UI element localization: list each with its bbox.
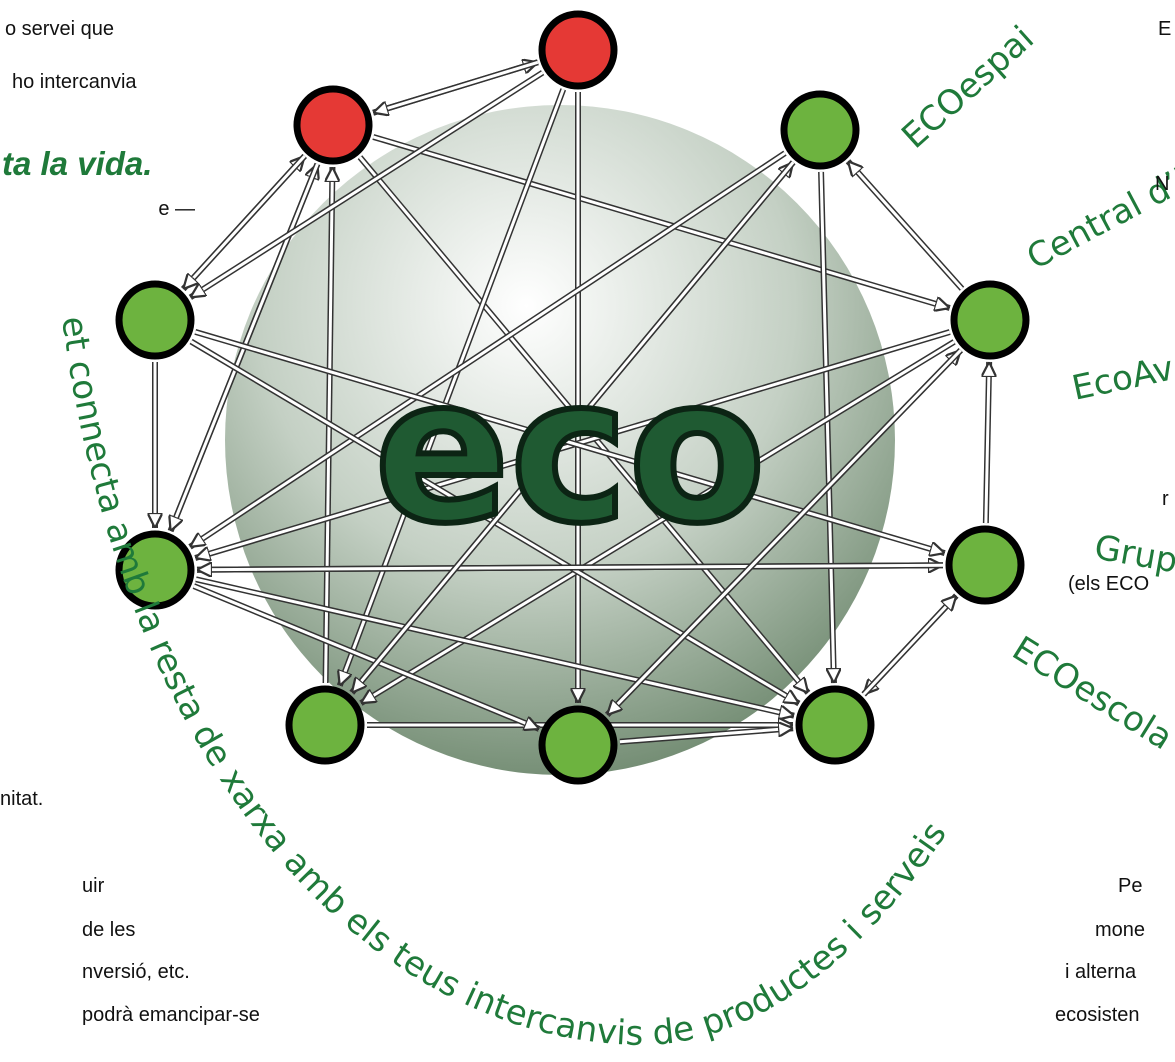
node (542, 709, 614, 781)
edge (373, 62, 538, 112)
right-text: mone (1095, 919, 1145, 941)
right-text: r (1162, 488, 1169, 510)
left-text: nitat. (0, 788, 43, 810)
edge (864, 596, 957, 695)
node (784, 94, 856, 166)
node (542, 14, 614, 86)
node (954, 284, 1026, 356)
left-text: de les (82, 919, 135, 941)
headline: ta la vida. (2, 145, 152, 182)
node (297, 89, 369, 161)
edge (848, 161, 962, 288)
page: eco et connecta amb la resta de xarxa am… (0, 0, 1175, 1062)
node (949, 529, 1021, 601)
left-text: nversió, etc. (82, 961, 190, 983)
left-text: uir (82, 875, 105, 897)
right-text: E (1158, 18, 1171, 40)
label: EcoAv (1069, 348, 1175, 408)
label: ECOescola (1005, 629, 1175, 759)
left-text: ho intercanvia (12, 71, 137, 93)
label: Central d’Int (1020, 143, 1175, 278)
left-text: podrà emancipar-se (82, 1004, 260, 1026)
right-text: Pe (1118, 875, 1142, 897)
node (289, 689, 361, 761)
label: ECOespai (894, 18, 1042, 156)
right-text: (els ECO (1068, 573, 1149, 595)
node (799, 689, 871, 761)
right-text: i alterna (1065, 961, 1137, 983)
right-text: N (1155, 173, 1169, 195)
right-text: ecosisten (1055, 1004, 1140, 1026)
left-text: o servei que (5, 18, 114, 40)
logo: eco (374, 335, 766, 568)
node (119, 284, 191, 356)
left-text: e — (158, 198, 195, 220)
